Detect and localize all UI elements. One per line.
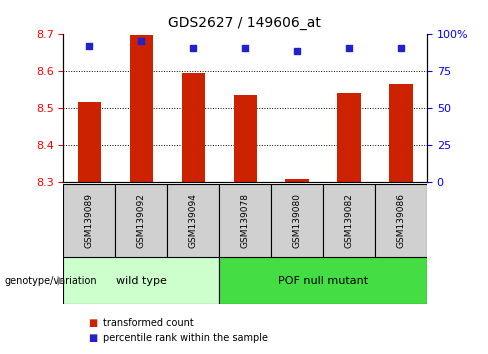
Bar <box>130 35 153 182</box>
Bar <box>285 178 309 182</box>
Text: transformed count: transformed count <box>103 318 194 328</box>
Text: GSM139078: GSM139078 <box>241 193 250 248</box>
Text: GSM139094: GSM139094 <box>189 193 198 248</box>
Point <box>345 46 353 51</box>
Text: wild type: wild type <box>116 275 167 286</box>
Point <box>85 43 93 48</box>
Bar <box>78 102 101 182</box>
Bar <box>271 184 323 257</box>
Bar <box>167 184 219 257</box>
Text: POF null mutant: POF null mutant <box>278 275 368 286</box>
Bar <box>63 184 115 257</box>
Point <box>138 38 145 44</box>
Bar <box>219 257 427 304</box>
Bar <box>182 73 205 182</box>
Text: GSM139089: GSM139089 <box>85 193 94 248</box>
Text: GSM139086: GSM139086 <box>397 193 406 248</box>
Point <box>242 46 249 51</box>
Point <box>293 48 301 54</box>
Bar <box>323 184 375 257</box>
Text: percentile rank within the sample: percentile rank within the sample <box>103 333 268 343</box>
Bar <box>63 257 219 304</box>
Text: ■: ■ <box>88 333 97 343</box>
Text: GDS2627 / 149606_at: GDS2627 / 149606_at <box>167 16 321 30</box>
Bar <box>115 184 167 257</box>
Text: genotype/variation: genotype/variation <box>5 276 98 286</box>
Point <box>397 46 405 51</box>
Text: GSM139082: GSM139082 <box>345 193 354 248</box>
Text: ■: ■ <box>88 318 97 328</box>
Point <box>189 46 197 51</box>
Text: GSM139080: GSM139080 <box>293 193 302 248</box>
Bar <box>375 184 427 257</box>
Bar <box>389 84 413 182</box>
Text: GSM139092: GSM139092 <box>137 193 146 248</box>
Bar <box>234 95 257 182</box>
Bar <box>337 93 361 182</box>
Bar <box>219 184 271 257</box>
